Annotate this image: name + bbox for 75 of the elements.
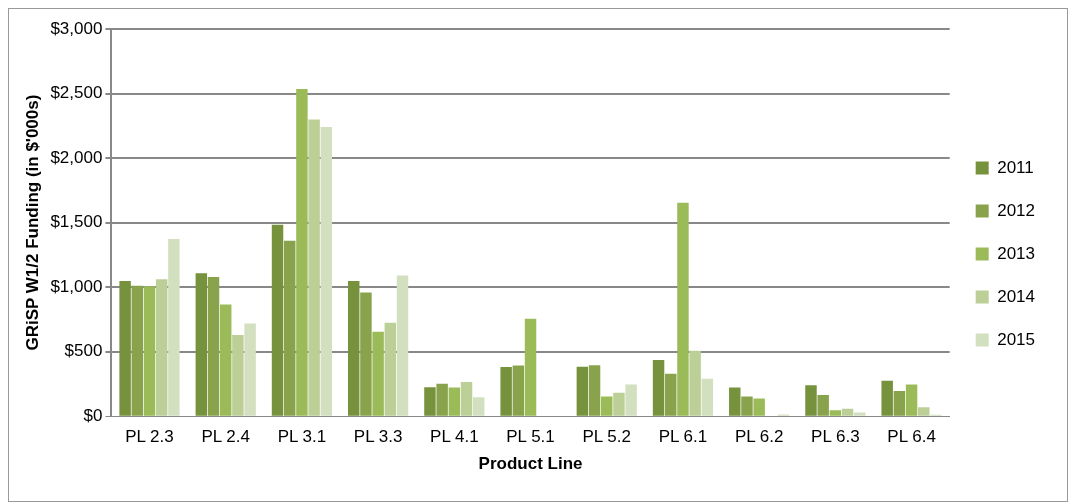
bar [472,397,485,416]
bar [652,359,665,416]
x-tick-label: PL 2.4 [201,427,250,447]
bar [168,238,180,416]
bar [701,378,714,416]
bar [207,276,220,416]
bar [244,323,256,416]
bar [881,380,893,416]
bar [155,279,168,416]
bar [348,281,360,416]
bar [893,390,906,416]
y-tick-label: $1,000 [50,276,103,296]
x-tick-label: PL 6.4 [887,427,936,447]
bar [625,384,637,416]
x-tick-label: PL 3.1 [277,427,327,447]
bar [232,335,244,416]
x-tick-label: PL 6.3 [811,427,860,447]
bar [665,373,677,416]
bar [689,350,701,416]
y-tick-label: $2,500 [50,83,103,103]
bar [741,396,753,416]
bar [283,240,296,416]
bar [753,398,765,416]
legend-label: 2011 [997,157,1034,177]
y-tick-label: $0 [83,405,103,425]
x-tick-label: PL 4.1 [430,427,479,447]
bar [424,387,436,416]
bar [448,387,461,416]
bar [817,395,829,416]
bar [308,119,320,416]
bar [918,407,930,416]
legend-label: 2012 [997,200,1036,220]
bar [677,202,689,416]
bar [195,273,208,416]
bar [841,408,854,416]
x-tick-label: PL 2.3 [125,427,174,447]
bar [729,387,741,416]
y-axis-title: GRiSP W1/2 Funding (in $'000s) [22,94,42,351]
bar [829,410,842,416]
legend-label: 2015 [997,329,1036,349]
bar [271,224,284,416]
bar [905,384,918,416]
bar [854,412,866,416]
bar [500,367,512,416]
legend-label: 2014 [997,286,1036,306]
bar [613,392,625,416]
x-tick-label: PL 6.1 [658,427,708,447]
bar [460,382,473,416]
bar [296,89,308,416]
bar [588,365,601,416]
bar [143,286,156,416]
bar [372,331,384,416]
y-tick-label: $1,500 [50,212,103,232]
bar [384,322,397,416]
x-axis-title: Product Line [478,454,583,474]
x-tick-label: PL 3.3 [353,427,403,447]
y-tick-label: $500 [64,341,103,361]
bar [396,275,409,416]
bar [360,292,372,416]
x-tick-label: PL 6.2 [734,427,784,447]
bar [119,281,131,416]
y-tick-label: $3,000 [50,18,103,38]
bar [320,126,333,416]
bar [576,366,589,416]
x-tick-label: PL 5.2 [582,427,632,447]
y-tick-label: $2,000 [50,147,103,167]
bar [219,304,232,416]
legend-label: 2013 [997,243,1036,263]
x-tick-label: PL 5.1 [506,427,555,447]
bar [131,285,144,416]
bar [436,383,448,416]
bar [512,365,525,416]
bar [601,396,613,416]
bar [805,385,817,416]
bar [524,318,537,416]
